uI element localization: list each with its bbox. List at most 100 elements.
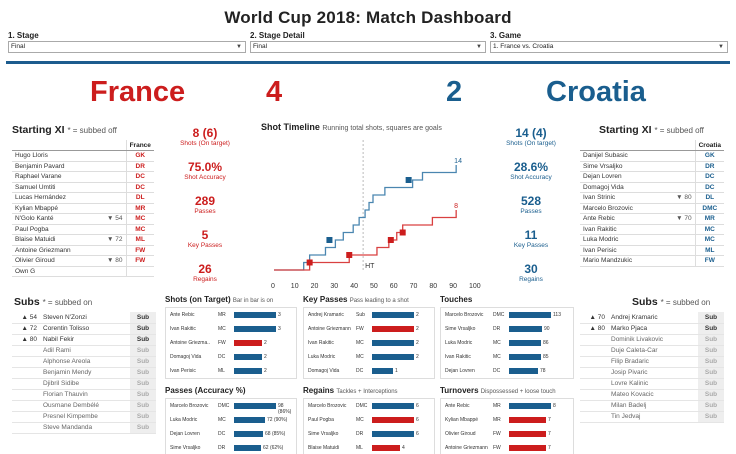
player-name: Luka Modric	[445, 340, 473, 346]
leader-panel: Shots (on Target) Bar in bar is on Ante R…	[165, 295, 297, 379]
bar-row: Andrej Kramaric Sub 2	[304, 308, 434, 322]
home-team-name: France	[90, 76, 186, 108]
home-total-label: 8	[454, 203, 458, 210]
table-row: Alphonse Areola Sub	[12, 356, 156, 368]
player-position: ML	[694, 245, 724, 256]
game-dropdown[interactable]: 1. France vs. Croatia ▼	[490, 41, 728, 53]
table-row: Antoine Griezmann FW	[12, 245, 154, 256]
value-bar	[372, 340, 414, 346]
player-name: Raphael Varane	[12, 171, 97, 183]
table-row: Samuel Umtiti DC	[12, 182, 154, 193]
player-name: Olivier Giroud	[445, 431, 476, 437]
player-name: Ivan Rakitic	[308, 340, 334, 346]
panel-title: Touches	[440, 295, 574, 304]
sub-minute: ▼ 80	[96, 255, 126, 267]
bar-row: Sime Vrsaljko DR 90	[441, 322, 573, 336]
player-name: Blaise Matuidi	[12, 234, 97, 246]
table-row: Dejan Lovren DC	[580, 171, 724, 183]
player-name: Corentin Tolisso	[40, 323, 130, 335]
player-position: FW	[356, 326, 364, 332]
player-position: MC	[694, 224, 724, 235]
table-row: Kylian Mbappé MR	[12, 203, 154, 214]
table-row: Duje Caleta-Car Sub	[580, 345, 724, 357]
table-row: ▲ 70 Andrej Kramaric Sub	[580, 312, 724, 324]
sub-minute	[662, 171, 696, 183]
sub-badge: Sub	[698, 389, 724, 401]
panel-title-text: Passes (Accuracy %)	[165, 386, 246, 395]
stat-block: 75.0% Shot Accuracy	[170, 160, 240, 181]
table-header: France	[12, 140, 154, 151]
sub-minute	[580, 378, 608, 390]
player-name: Alphonse Areola	[40, 356, 130, 368]
stat-block: 28.6% Shot Accuracy	[496, 160, 566, 181]
stat-label: Shot Accuracy	[510, 174, 552, 181]
table-row: Mateo Kovacic Sub	[580, 389, 724, 401]
bar-value: 3	[278, 326, 281, 332]
table-row: Lucas Hernández DL	[12, 192, 154, 204]
sub-badge: Sub	[130, 367, 156, 379]
bar-row: Domagoj Vida DC 1	[304, 364, 434, 378]
sub-badge: Sub	[130, 422, 156, 434]
away-total-label: 14	[454, 158, 462, 165]
table-row: Steve Mandanda Sub	[12, 422, 156, 434]
stage-dropdown[interactable]: Final ▼	[8, 41, 246, 53]
croatia-goal-marker	[326, 237, 333, 243]
player-name: Luka Modric	[170, 417, 198, 423]
player-position: MR	[493, 417, 501, 423]
name-col-header	[12, 140, 126, 151]
table-row: ▲ 72 Corentin Tolisso Sub	[12, 323, 156, 335]
value-bar	[372, 312, 414, 318]
player-position: DMC	[493, 312, 505, 318]
player-name: Hugo Lloris	[12, 150, 97, 162]
player-position: MR	[694, 213, 724, 225]
bar-row: Sime Vrsaljko DR 6	[304, 427, 434, 441]
player-name: Dejan Lovren	[580, 171, 663, 183]
player-name: Samuel Umtiti	[12, 182, 97, 193]
bar-row: Antoine Griezmann FW 7	[441, 441, 573, 454]
table-row: Dominik Livakovic Sub	[580, 334, 724, 346]
player-position: DR	[493, 326, 501, 332]
x-tick-label: 50	[370, 283, 378, 290]
bar-row: Dejan Lovren DC 78	[441, 364, 573, 378]
player-name: Ivan Strinic	[580, 192, 663, 204]
panel-title: Turnovers Dispossessed + loose touch	[440, 386, 574, 395]
bar-value: 2	[264, 368, 267, 374]
player-position: MC	[493, 354, 501, 360]
sub-minute: ▲ 80	[12, 334, 40, 346]
panel-title-text: Key Passes	[303, 295, 348, 304]
table-row: Ante Rebic ▼ 70 MR	[580, 213, 724, 225]
divider	[6, 61, 730, 64]
table-row: Olivier Giroud ▼ 80 FW	[12, 255, 154, 267]
timeline-subtitle: Running total shots, squares are goals	[322, 125, 442, 132]
player-position: MC	[356, 340, 364, 346]
halftime-label: HT	[365, 263, 375, 270]
table-row: Hugo Lloris GK	[12, 150, 154, 162]
sub-minute: ▼ 70	[662, 213, 696, 225]
player-name: Marcelo Brozovic	[445, 312, 484, 318]
sub-minute	[96, 192, 126, 204]
timeline-title: Shot Timeline	[261, 122, 320, 132]
stage-detail-value: Final	[253, 43, 268, 50]
bar-row: Sime Vrsaljko DR 62 (62%)	[166, 441, 296, 454]
stat-label: Passes	[520, 208, 542, 215]
panel-body: Marcelo Brozovic DMC 113 Sime Vrsaljko DR 90 L…	[440, 307, 574, 379]
sub-badge: Sub	[698, 411, 724, 423]
value-bar	[372, 417, 414, 423]
sub-badge: Sub	[130, 345, 156, 357]
bar-row: Marcelo Brozovic DMC 98 (86%)	[166, 399, 296, 415]
player-position: ML	[218, 368, 225, 374]
sub-minute	[96, 182, 126, 193]
player-name: Steven N'Zonzi	[40, 312, 130, 324]
panel-title: Key Passes Pass leading to a shot	[303, 295, 435, 304]
stage-detail-dropdown[interactable]: Final ▼	[250, 41, 486, 53]
sub-minute	[580, 334, 608, 346]
bar-row: Ante Rebic MR 8	[441, 399, 573, 413]
sub-minute: ▼ 80	[662, 192, 696, 204]
sub-minute	[96, 245, 126, 256]
player-position: DR	[218, 445, 226, 451]
player-position: ML	[125, 234, 154, 246]
croatia-goal-marker	[405, 177, 412, 183]
player-position: MC	[125, 224, 154, 235]
value-bar	[372, 445, 400, 451]
